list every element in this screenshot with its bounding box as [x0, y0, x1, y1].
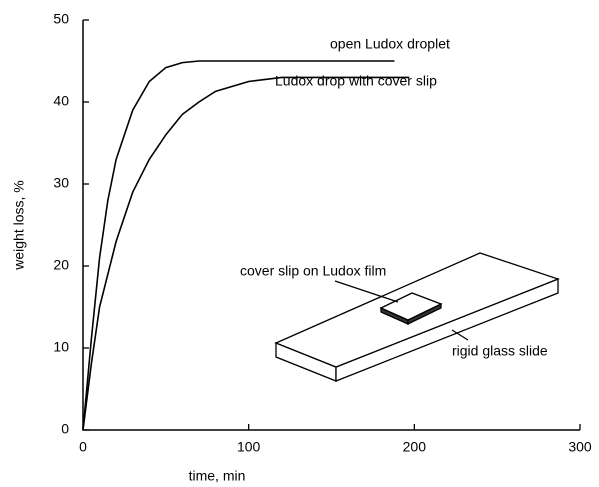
y-tick-label: 30 [53, 175, 69, 191]
x-tick-label: 300 [568, 439, 592, 455]
x-tick-label: 0 [79, 439, 87, 455]
series-label: open Ludox droplet [330, 36, 450, 52]
slip-top [379, 292, 443, 321]
y-tick-label: 0 [61, 421, 69, 437]
y-tick-label: 40 [53, 93, 69, 109]
inset-diagram [274, 252, 560, 382]
y-tick-label: 10 [53, 339, 69, 355]
y-tick-label: 50 [53, 11, 69, 27]
annotation: cover slip on Ludox film [240, 263, 386, 279]
series-label: Ludox drop with cover slip [275, 73, 437, 89]
x-tick-label: 100 [237, 439, 261, 455]
leader-line [451, 329, 469, 341]
leader-line [334, 280, 399, 303]
y-axis-label: weight loss, % [11, 180, 27, 270]
line-series [82, 60, 395, 431]
annotation: rigid glass slide [452, 343, 548, 359]
x-axis-label: time, min [189, 468, 246, 484]
x-tick-label: 200 [403, 439, 427, 455]
y-tick-label: 20 [53, 257, 69, 273]
line-series [82, 76, 410, 431]
